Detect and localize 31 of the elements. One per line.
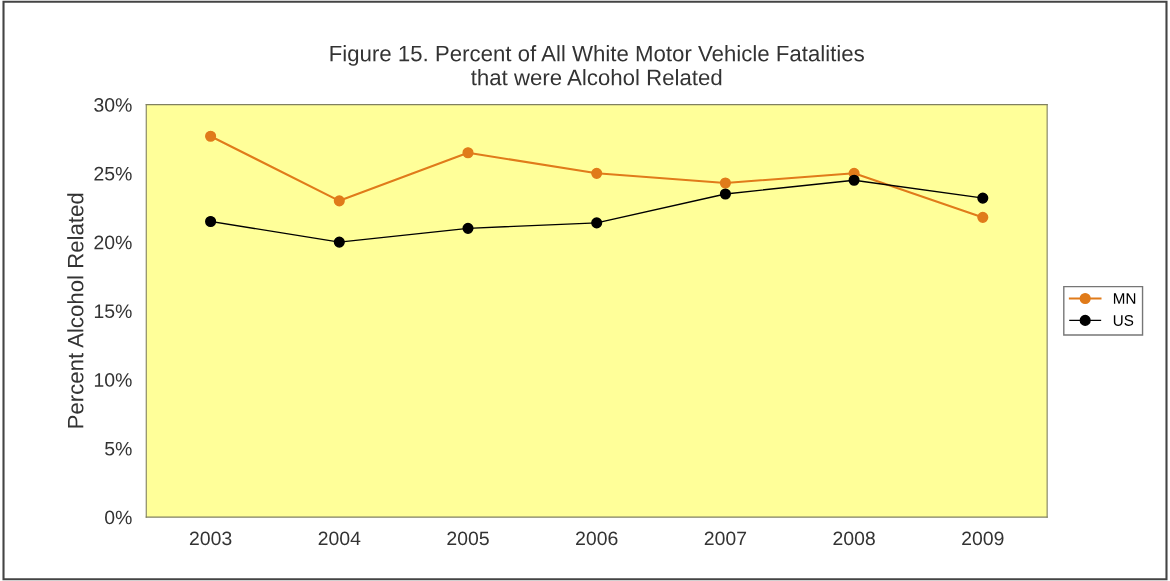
y-tick-label: 30% [94,98,132,112]
point [333,236,345,248]
y-tick-label: 25% [94,166,132,181]
point [719,188,731,200]
x-tick-label: 2004 [318,531,361,546]
x-tick-label: 2005 [447,531,489,546]
y-tick-label: 20% [94,235,132,250]
point [462,222,474,234]
point [977,211,989,223]
y-tick-label: 0% [105,510,132,525]
x-tick-label: 2006 [576,531,618,546]
legend-label: MN [1113,293,1136,304]
point [333,195,345,207]
y-tick-label: 15% [94,304,132,319]
y-axis-title: Percent Alcohol Related [67,193,84,428]
point [977,192,989,204]
x-tick-label: 2003 [189,531,232,546]
point [591,167,603,179]
y-tick-label: 10% [94,373,132,387]
x-tick-label: 2009 [962,531,1004,546]
legend-label: US [1113,315,1134,326]
point [462,147,474,159]
point [205,215,217,228]
point [591,217,603,229]
point [848,174,860,186]
x-tick-label: 2008 [833,531,875,546]
x-tick-label: 2007 [704,531,747,546]
chart-title: Figure 15. Percent of All White Motor Vehicle Fatalities that were Alcohol Related [330,45,864,86]
point [719,177,731,189]
point [205,130,217,142]
y-tick-label: 5% [105,441,132,456]
